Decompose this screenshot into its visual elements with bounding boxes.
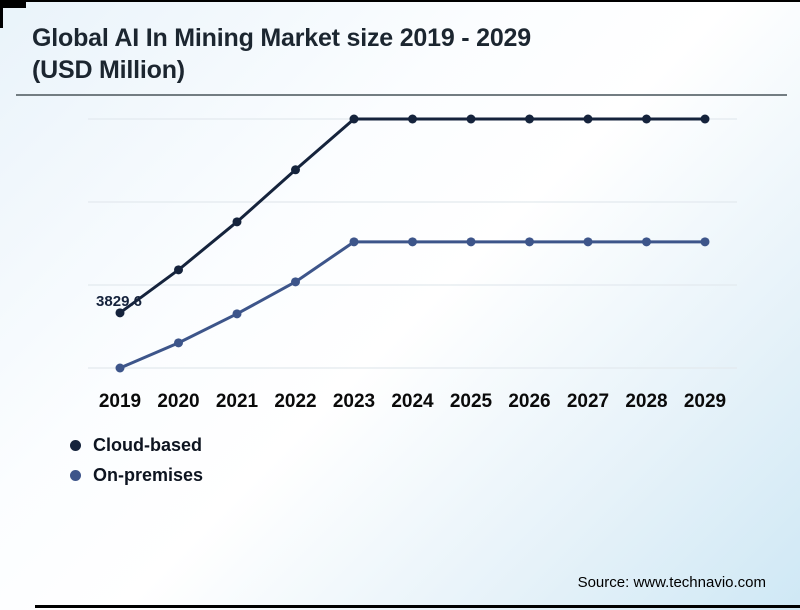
data-point — [583, 114, 593, 124]
chart-title-line-1: Global AI In Mining Market size 2019 - 2… — [32, 24, 531, 52]
frame-left-border — [0, 0, 3, 28]
x-axis-label: 2027 — [567, 391, 609, 412]
x-axis-label: 2025 — [450, 391, 493, 412]
data-point-label: 3829.6 — [96, 293, 142, 310]
data-point — [700, 237, 710, 247]
x-axis-label: 2029 — [684, 391, 726, 412]
title-divider — [16, 94, 787, 96]
data-point — [642, 237, 651, 247]
data-point — [525, 114, 534, 124]
data-point — [408, 237, 417, 247]
chart-legend: Cloud-based On-premises — [70, 434, 203, 486]
frame-top-left-corner — [0, 0, 26, 8]
x-axis-label: 2019 — [99, 391, 141, 412]
legend-item-cloud-based: Cloud-based — [70, 434, 203, 456]
data-point — [349, 237, 359, 247]
chart-title: Global AI In Mining Market size 2019 - 2… — [32, 22, 772, 86]
x-axis-label: 2022 — [274, 391, 316, 412]
x-axis-label: 2026 — [508, 391, 550, 412]
legend-label: On-premises — [93, 464, 204, 485]
data-point — [232, 309, 242, 319]
series-line-cloud-based — [118, 117, 707, 315]
legend-item-on-premises: On-premises — [70, 464, 203, 486]
series-line-on-premises — [118, 240, 707, 370]
data-point — [291, 165, 300, 175]
data-point — [408, 114, 417, 124]
data-point — [525, 237, 534, 247]
data-point — [115, 308, 125, 318]
source-attribution: Source: www.technavio.com — [577, 574, 766, 591]
x-axis-label: 2021 — [216, 391, 259, 412]
data-point — [466, 114, 476, 124]
data-point — [291, 277, 300, 287]
data-point — [642, 114, 651, 124]
data-point — [583, 237, 593, 247]
frame-bottom-border — [35, 605, 800, 608]
legend-label: Cloud-based — [93, 434, 203, 455]
data-point — [174, 265, 183, 275]
data-point — [349, 114, 359, 124]
data-point — [232, 217, 242, 227]
x-axis-label: 2028 — [625, 391, 667, 412]
frame-top-border — [0, 0, 800, 2]
x-axis-label: 2020 — [157, 391, 199, 412]
data-point — [466, 237, 476, 247]
chart-title-line-2: (USD Million) — [32, 56, 185, 84]
data-point — [115, 363, 125, 373]
x-axis-label: 2023 — [333, 391, 375, 412]
on-premises-dot-icon — [70, 469, 81, 481]
data-point — [700, 114, 710, 124]
x-axis-label: 2024 — [391, 391, 434, 412]
cloud-based-dot-icon — [70, 439, 81, 451]
data-point — [174, 338, 183, 348]
